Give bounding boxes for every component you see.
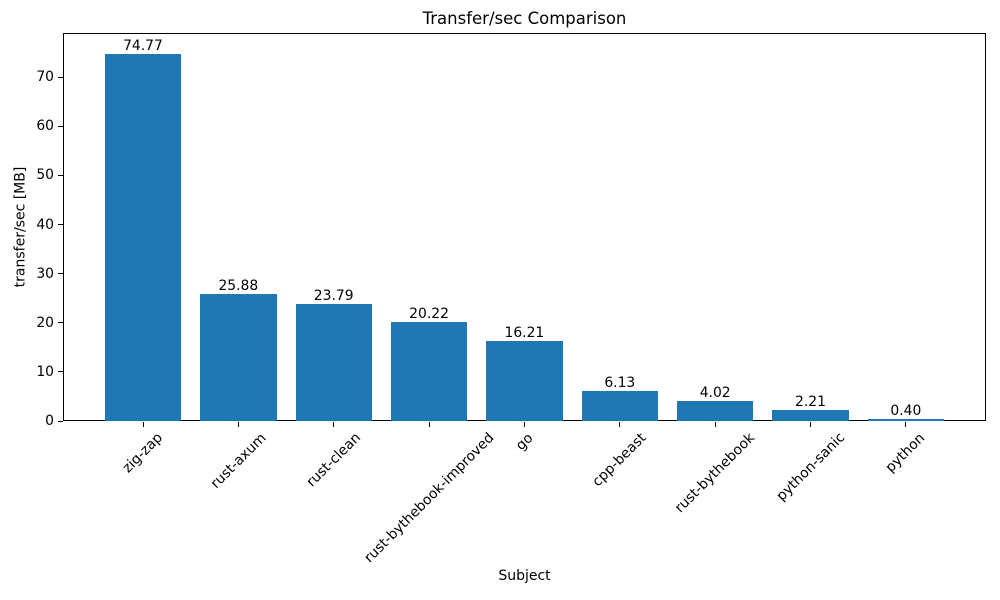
bar (486, 341, 563, 421)
y-tick-mark (58, 322, 63, 324)
bar (867, 419, 945, 421)
bar-value-label: 16.21 (504, 325, 545, 342)
x-tick-label: python-sanic (773, 430, 848, 505)
x-tick-label: python (882, 430, 929, 476)
bar (581, 390, 658, 421)
x-tick-label: go (512, 429, 537, 454)
y-tick-mark (58, 174, 63, 176)
x-tick-label: zig-zap (119, 430, 167, 477)
x-tick-mark (619, 422, 621, 427)
bar (104, 53, 182, 421)
bar-value-label: 0.40 (890, 403, 922, 420)
bar (391, 321, 468, 421)
x-tick-mark (524, 422, 525, 427)
x-tick-mark (714, 422, 716, 427)
x-tick-label: cpp-beast (589, 430, 650, 491)
y-tick-mark (58, 224, 63, 226)
bar (295, 304, 372, 421)
y-tick-mark (58, 76, 63, 78)
x-tick-mark (237, 422, 239, 427)
bar-value-label: 2.21 (795, 394, 826, 411)
y-tick-mark (58, 125, 63, 127)
x-tick-mark (142, 422, 144, 427)
y-tick-label: 10 (36, 363, 54, 380)
y-tick-mark (58, 273, 63, 275)
bar-value-label: 25.88 (218, 277, 259, 294)
x-tick-mark (428, 422, 430, 427)
x-tick-label: rust-bythebook (672, 430, 759, 517)
bar-value-label: 20.22 (409, 305, 449, 322)
y-tick-label: 40 (36, 216, 54, 233)
y-tick-label: 50 (36, 167, 54, 184)
bar-value-label: 4.02 (699, 385, 731, 402)
x-tick-mark (333, 422, 335, 427)
y-tick-mark (58, 371, 63, 373)
x-tick-label: rust-bythebook-improved (360, 430, 498, 567)
y-tick-label: 20 (36, 314, 54, 331)
y-tick-label: 60 (36, 118, 54, 135)
bar (200, 293, 277, 421)
x-tick-mark (810, 422, 812, 427)
y-tick-label: 70 (36, 69, 54, 86)
y-tick-label: 30 (36, 265, 54, 282)
bar-value-label: 23.79 (313, 288, 354, 305)
chart-title: Transfer/sec Comparison (422, 9, 627, 28)
x-tick-label: rust-clean (303, 430, 364, 491)
x-tick-mark (905, 422, 907, 427)
x-axis-label: Subject (498, 568, 551, 584)
bar-value-label: 74.77 (123, 37, 163, 54)
y-tick-label: 0 (45, 413, 54, 429)
y-tick-mark (58, 420, 63, 422)
bar-value-label: 6.13 (604, 374, 636, 391)
bar (772, 410, 849, 421)
bar (677, 401, 754, 421)
x-tick-label: rust-axum (207, 429, 270, 492)
